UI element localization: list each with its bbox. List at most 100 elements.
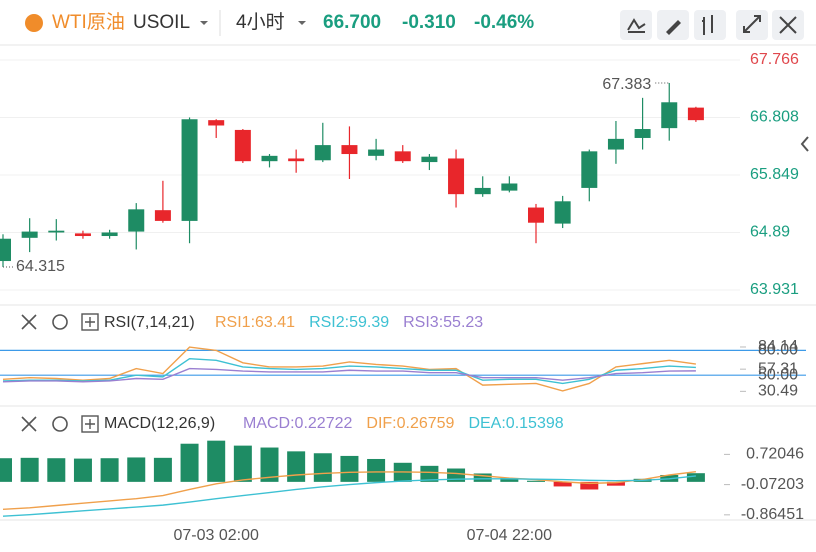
settings-icon[interactable] bbox=[52, 416, 68, 432]
y-tick-label: 65.849 bbox=[750, 166, 799, 183]
change-pct: -0.46% bbox=[474, 12, 534, 33]
macd-bar bbox=[73, 458, 92, 482]
y-tick-label: 57.31 bbox=[758, 360, 798, 377]
y-tick-label: 63.931 bbox=[750, 281, 799, 298]
expand-icon[interactable] bbox=[81, 415, 99, 433]
candle-body bbox=[181, 119, 198, 221]
dropdown-arrow[interactable] bbox=[298, 21, 306, 25]
rsi-line bbox=[2, 367, 696, 383]
macd-bar bbox=[287, 451, 306, 482]
y-tick-label: 0.72046 bbox=[746, 446, 804, 463]
remove-icon[interactable] bbox=[21, 416, 37, 432]
symbol[interactable]: USOIL bbox=[133, 12, 190, 33]
y-tick-label: 30.49 bbox=[758, 383, 798, 400]
candle-body bbox=[581, 151, 598, 188]
settings-icon[interactable] bbox=[52, 314, 68, 330]
macd-bar bbox=[153, 457, 172, 482]
macd-bar bbox=[127, 457, 146, 482]
macd-bar bbox=[313, 453, 332, 482]
macd-bar bbox=[180, 443, 199, 482]
candle-body bbox=[234, 129, 251, 162]
candle-body bbox=[128, 209, 145, 232]
macd-bar bbox=[207, 440, 226, 482]
candle-body bbox=[474, 187, 491, 195]
expand-icon bbox=[85, 317, 95, 327]
macd-bar bbox=[500, 478, 519, 482]
candle-body bbox=[368, 149, 385, 156]
macd-bar bbox=[473, 473, 492, 482]
legend-entry: RSI2:59.39 bbox=[309, 314, 389, 331]
y-tick-label: -0.86451 bbox=[741, 506, 804, 523]
macd-bar bbox=[0, 458, 12, 482]
macd-bar bbox=[340, 455, 359, 482]
candle-body bbox=[448, 158, 465, 195]
candle-button[interactable] bbox=[694, 10, 726, 40]
macd-bar bbox=[580, 481, 599, 490]
legend-entry: RSI3:55.23 bbox=[403, 314, 483, 331]
reference-label: 80.00 bbox=[758, 342, 798, 359]
reference-label: 50.00 bbox=[758, 366, 798, 383]
candle-body bbox=[101, 232, 118, 237]
candle-body bbox=[74, 233, 91, 237]
candle-body bbox=[288, 158, 305, 162]
macd-line bbox=[2, 475, 696, 517]
annotation: 67.383 bbox=[602, 76, 651, 93]
legend-entry: DIF:0.26759 bbox=[366, 415, 454, 432]
macd-bar bbox=[606, 481, 625, 486]
annotation: 64.315 bbox=[16, 258, 65, 275]
candle-body bbox=[0, 238, 11, 262]
y-tick-label: 64.89 bbox=[750, 224, 790, 241]
dropdown-arrow[interactable] bbox=[200, 21, 208, 25]
symbol-icon bbox=[25, 14, 43, 32]
price: 66.700 bbox=[323, 12, 381, 33]
macd-bar bbox=[47, 458, 66, 482]
rsi-header bbox=[21, 313, 99, 331]
candle-body bbox=[341, 145, 358, 155]
candle-body bbox=[208, 120, 225, 126]
icon bbox=[743, 15, 761, 33]
x-tick-label: 07-04 22:00 bbox=[467, 527, 553, 544]
candle-body bbox=[394, 151, 411, 162]
legend-entry: DEA:0.15398 bbox=[468, 415, 563, 432]
rsi-line bbox=[2, 346, 696, 392]
y-tick-label: 66.808 bbox=[750, 109, 799, 126]
candle-body bbox=[634, 129, 651, 138]
x-tick-label: 07-03 02:00 bbox=[173, 527, 259, 544]
icon bbox=[666, 20, 681, 35]
candle-body bbox=[501, 183, 518, 191]
candle-body bbox=[314, 145, 331, 161]
macd-bar bbox=[260, 447, 279, 482]
candle-body bbox=[421, 156, 438, 163]
candle-body bbox=[48, 230, 65, 233]
expand-icon bbox=[85, 419, 95, 429]
candle-body bbox=[261, 155, 278, 162]
macd-header bbox=[21, 415, 99, 433]
macd-bar bbox=[367, 458, 386, 482]
indicator-title: MACD(12,26,9) bbox=[104, 415, 215, 432]
collapse-arrow[interactable] bbox=[800, 136, 809, 152]
interval[interactable]: 4小时 bbox=[236, 11, 285, 33]
macd-bar bbox=[20, 457, 39, 482]
indicator-title: RSI(7,14,21) bbox=[104, 314, 195, 331]
macd-bar bbox=[233, 445, 252, 482]
remove-icon[interactable] bbox=[21, 314, 37, 330]
candle-body bbox=[607, 138, 624, 150]
icon bbox=[627, 18, 646, 33]
macd-bar bbox=[420, 465, 439, 482]
candle-body bbox=[554, 201, 571, 224]
icon bbox=[702, 15, 713, 35]
macd-line bbox=[2, 470, 696, 511]
y-tick-label: 67.766 bbox=[750, 51, 799, 68]
candle-body bbox=[154, 210, 171, 221]
expand-icon[interactable] bbox=[81, 313, 99, 331]
candle-body bbox=[528, 207, 544, 223]
legend-entry: RSI1:63.41 bbox=[215, 314, 295, 331]
macd-bar bbox=[527, 480, 545, 482]
candle-body bbox=[687, 107, 704, 121]
macd-bar bbox=[686, 473, 705, 482]
rsi-line bbox=[2, 357, 696, 385]
symbol-name[interactable]: WTI原油 bbox=[52, 11, 125, 33]
change: -0.310 bbox=[402, 12, 456, 33]
y-tick-label: -0.07203 bbox=[741, 476, 804, 493]
